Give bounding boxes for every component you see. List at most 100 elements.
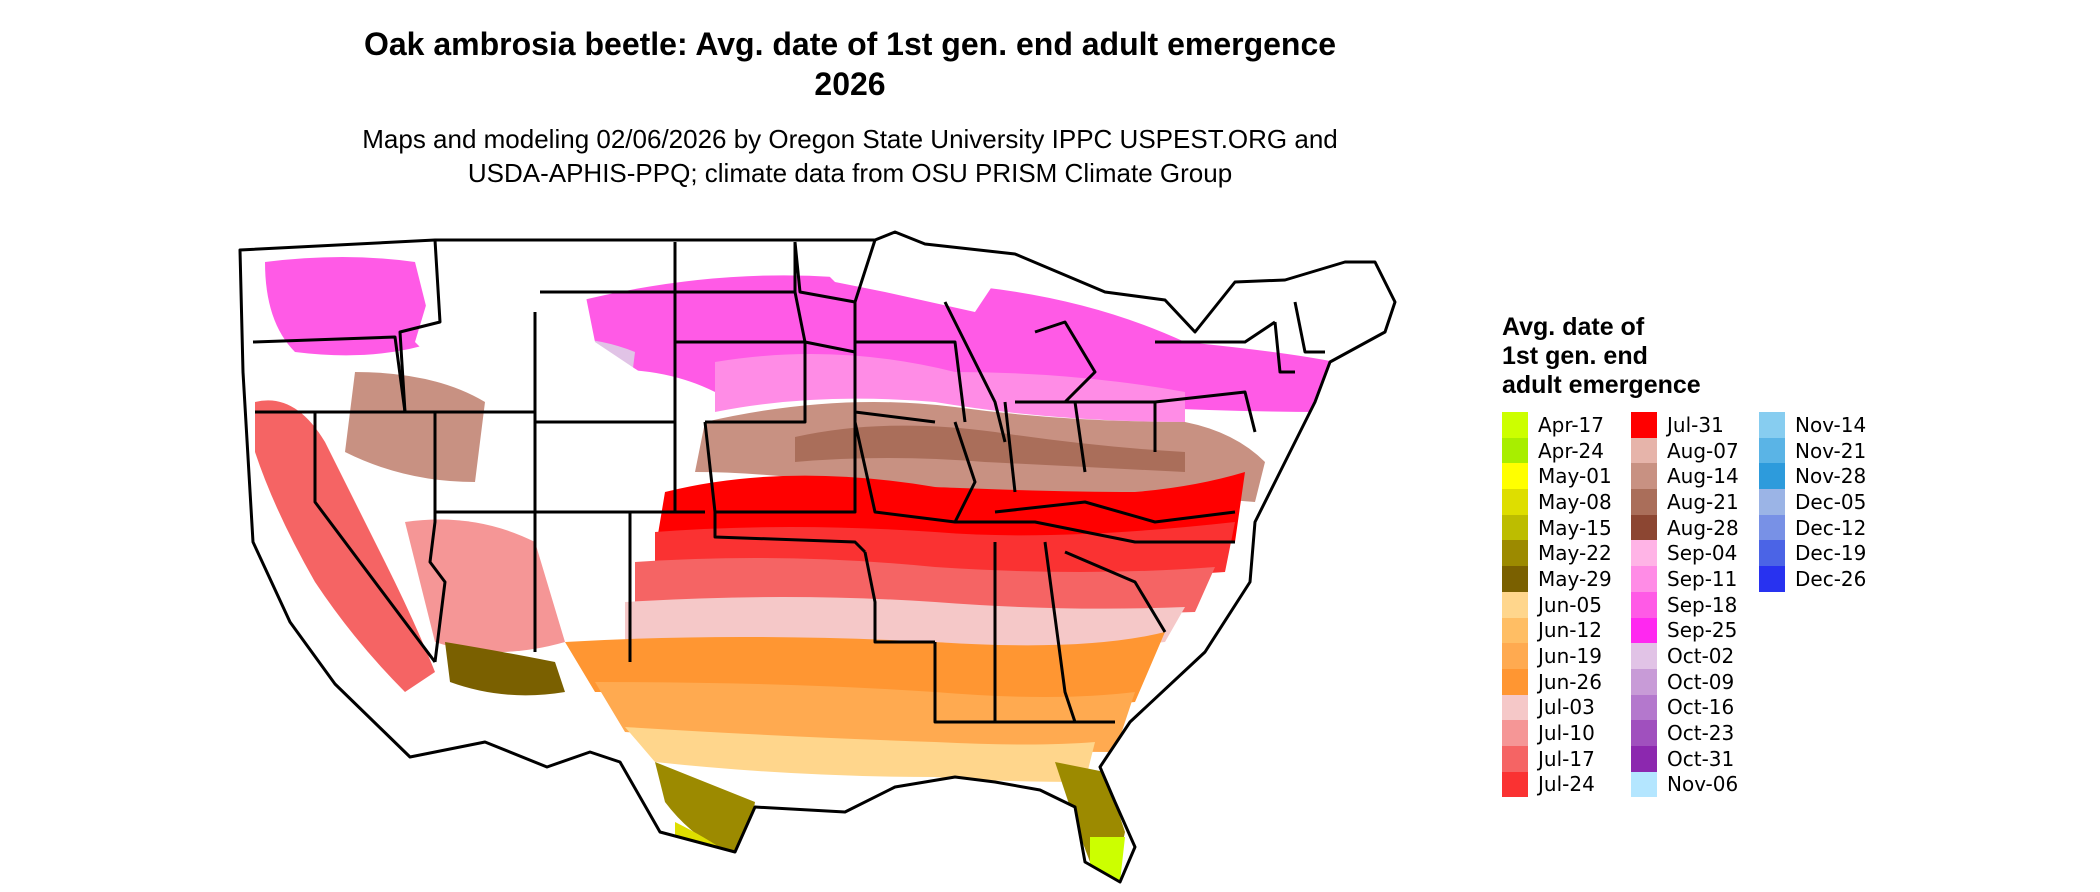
zone-sep-11 bbox=[715, 354, 1185, 422]
legend-label: May-01 bbox=[1538, 464, 1612, 489]
legend-item: May-29 bbox=[1502, 566, 1612, 592]
legend-item: May-01 bbox=[1502, 463, 1612, 490]
legend-label: Aug-28 bbox=[1667, 515, 1739, 540]
border-alabama-georgia bbox=[1043, 541, 1077, 723]
legend-item: Jul-10 bbox=[1502, 720, 1612, 746]
legend-item: Jul-17 bbox=[1502, 745, 1612, 772]
legend-swatch bbox=[1631, 643, 1657, 669]
border-or-north bbox=[252, 335, 407, 413]
border-michigan bbox=[1034, 320, 1097, 404]
us-map bbox=[235, 222, 1455, 892]
border-new-england bbox=[1273, 321, 1295, 374]
legend-item: Dec-19 bbox=[1759, 540, 1867, 567]
legend-item: Dec-05 bbox=[1759, 489, 1866, 515]
legend-swatch bbox=[1631, 463, 1657, 490]
legend-label: Jun-12 bbox=[1538, 618, 1602, 643]
legend-item: Aug-14 bbox=[1631, 463, 1739, 490]
zone-may-29-arizona bbox=[445, 642, 565, 696]
legend-label: Apr-24 bbox=[1538, 438, 1604, 463]
legend-swatch bbox=[1631, 566, 1657, 592]
legend-title-line-2: 1st gen. end bbox=[1502, 342, 1648, 370]
legend-swatch bbox=[1631, 412, 1657, 438]
legend-swatch bbox=[1502, 591, 1528, 618]
border-iowa bbox=[855, 340, 967, 423]
legend-swatch bbox=[1631, 720, 1657, 746]
legend: Avg. date of 1st gen. end adult emergenc… bbox=[1502, 313, 2062, 812]
legend-item: Apr-24 bbox=[1502, 437, 1612, 464]
legend-item: Aug-28 bbox=[1631, 514, 1739, 541]
border-south-carolina bbox=[1064, 550, 1167, 633]
legend-swatch bbox=[1631, 745, 1657, 772]
legend-item: May-22 bbox=[1502, 540, 1612, 567]
legend-label: Dec-26 bbox=[1795, 566, 1867, 591]
border-montana-dakota bbox=[673, 242, 797, 294]
legend-swatch bbox=[1502, 617, 1528, 644]
legend-column: Jul-31 Aug-07 Aug-14 Aug-21 Aug-28 Sep-04 Sep-… bbox=[1631, 412, 1739, 798]
legend-item: Jul-03 bbox=[1502, 694, 1612, 721]
legend-label: Aug-14 bbox=[1667, 464, 1739, 489]
legend-swatch bbox=[1759, 566, 1785, 592]
border-minnesota-iowa bbox=[853, 302, 936, 424]
legend-label: Sep-11 bbox=[1667, 566, 1738, 591]
border-louisiana-mississippi bbox=[933, 642, 995, 724]
legend-label: Dec-05 bbox=[1795, 489, 1867, 514]
legend-item: Nov-06 bbox=[1631, 771, 1739, 798]
page-title: Oak ambrosia beetle: Avg. date of 1st ge… bbox=[250, 24, 1450, 104]
legend-swatch bbox=[1631, 617, 1657, 644]
legend-label: Nov-06 bbox=[1667, 772, 1739, 797]
no-data-north-plains bbox=[795, 242, 995, 312]
legend-swatch bbox=[1759, 540, 1785, 567]
legend-swatch bbox=[1502, 643, 1528, 669]
legend-swatch bbox=[1502, 668, 1528, 695]
border-wa-or-id bbox=[398, 239, 442, 413]
legend-column: Nov-14 Nov-21 Nov-28 Dec-05 Dec-12 Dec-19 Dec-… bbox=[1759, 412, 1866, 592]
legend-swatch bbox=[1631, 489, 1657, 515]
legend-item: Dec-26 bbox=[1759, 566, 1866, 592]
legend-item: Jun-12 bbox=[1502, 617, 1612, 644]
legend-item: Oct-02 bbox=[1631, 643, 1739, 669]
zone-sep-18-northwest bbox=[265, 257, 435, 356]
legend-label: Nov-28 bbox=[1795, 464, 1867, 489]
border-wisconsin-illinois bbox=[943, 301, 1007, 443]
zone-jun-05 bbox=[625, 727, 1095, 782]
legend-swatch bbox=[1759, 437, 1785, 464]
legend-swatch bbox=[1502, 514, 1528, 541]
legend-item: Nov-21 bbox=[1759, 437, 1866, 464]
legend-swatch bbox=[1631, 668, 1657, 695]
legend-item: Oct-09 bbox=[1631, 668, 1739, 695]
legend-swatch bbox=[1631, 591, 1657, 618]
legend-label: Oct-16 bbox=[1667, 695, 1735, 720]
legend-swatch bbox=[1502, 566, 1528, 592]
legend-item: Dec-12 bbox=[1759, 514, 1867, 541]
legend-swatch bbox=[1759, 514, 1785, 541]
legend-item: Sep-11 bbox=[1631, 566, 1739, 592]
legend-swatch bbox=[1502, 463, 1528, 490]
zone-jul-10-arizona bbox=[405, 519, 565, 652]
legend-swatch bbox=[1502, 412, 1528, 438]
page-subtitle-line-2: USDA-APHIS-PPQ; climate data from OSU PR… bbox=[467, 158, 1233, 188]
legend-label: Jul-10 bbox=[1538, 721, 1595, 746]
border-wyoming bbox=[535, 290, 677, 424]
legend-columns: Apr-17 Apr-24 May-01 May-08 May-15 May-22 May-… bbox=[1502, 412, 2062, 812]
legend-swatch bbox=[1502, 745, 1528, 772]
legend-item: Sep-04 bbox=[1631, 540, 1739, 567]
legend-label: Oct-02 bbox=[1667, 644, 1735, 669]
legend-label: Nov-14 bbox=[1795, 412, 1867, 437]
zone-may-22-texas bbox=[655, 762, 755, 862]
border-pennsylvania bbox=[1154, 390, 1257, 433]
legend-label: Jun-26 bbox=[1538, 669, 1602, 694]
legend-label: Dec-19 bbox=[1795, 541, 1867, 566]
state-borders bbox=[238, 230, 1397, 884]
legend-label: May-15 bbox=[1538, 515, 1612, 540]
border-colorado-east bbox=[673, 422, 705, 514]
legend-label: Jul-17 bbox=[1538, 746, 1595, 771]
legend-swatch bbox=[1759, 463, 1785, 490]
legend-title-line-3: adult emergence bbox=[1502, 371, 1701, 399]
legend-swatch bbox=[1759, 412, 1785, 438]
zone-aug-14-great-basin bbox=[345, 372, 485, 482]
legend-label: Sep-04 bbox=[1667, 541, 1738, 566]
legend-label: Dec-12 bbox=[1795, 515, 1867, 540]
border-minnesota bbox=[793, 239, 877, 304]
legend-item: Sep-18 bbox=[1631, 591, 1739, 618]
legend-swatch bbox=[1502, 720, 1528, 746]
